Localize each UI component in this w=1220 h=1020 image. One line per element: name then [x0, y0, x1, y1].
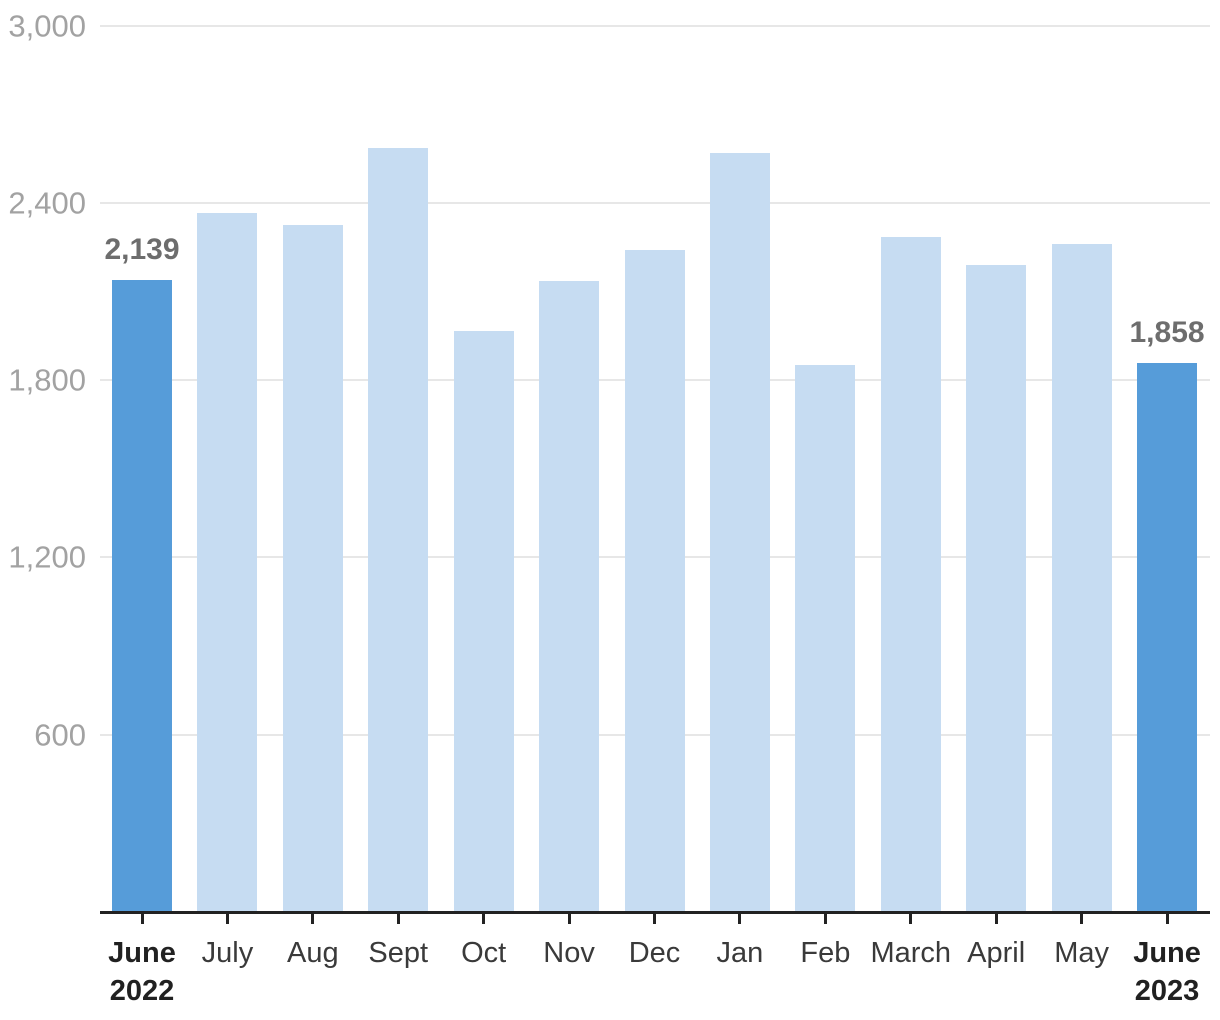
x-axis-tick	[311, 914, 315, 924]
x-axis-label-line: Dec	[628, 937, 681, 969]
x-axis-tick	[396, 914, 400, 924]
x-axis-label-line: Jan	[716, 937, 764, 969]
x-axis-tick	[482, 914, 486, 924]
x-axis-label-line: Oct	[461, 937, 507, 969]
gridline	[100, 201, 1210, 204]
x-axis-label-line: Sept	[368, 937, 429, 969]
x-axis-label-line: March	[870, 937, 952, 969]
x-axis-tick	[909, 914, 913, 924]
x-axis-label: July	[202, 934, 254, 972]
x-axis-line	[100, 911, 1210, 914]
bar-emphasized	[112, 279, 172, 912]
y-axis-tick-label: 1,800	[8, 362, 86, 398]
x-axis-tick	[225, 914, 229, 924]
bar	[197, 213, 258, 912]
y-axis-tick-label: 1,200	[8, 539, 86, 575]
bar-value-label: 1,858	[1129, 315, 1205, 349]
x-axis-label: Nov	[543, 934, 595, 972]
x-axis-tick	[994, 914, 998, 924]
bar	[966, 264, 1027, 912]
x-axis-label: Aug	[287, 934, 339, 972]
x-axis-label: May	[1054, 934, 1109, 972]
bar	[282, 224, 343, 912]
x-axis-label: Oct	[461, 934, 506, 972]
bar	[453, 331, 514, 912]
gridline	[100, 24, 1210, 27]
x-axis-label: June 2023	[1133, 934, 1201, 1010]
x-axis-tick	[653, 914, 657, 924]
x-axis-label-line: May	[1054, 937, 1110, 969]
x-axis-label: March	[870, 934, 951, 972]
bar	[624, 250, 685, 912]
x-axis-label-line: June	[108, 937, 176, 969]
x-axis-label-line: Feb	[800, 937, 851, 969]
x-axis-label-line: Aug	[287, 937, 339, 969]
x-axis-label-line: 2022	[109, 975, 175, 1007]
bar	[795, 365, 856, 912]
x-axis-label: April	[967, 934, 1025, 972]
bar	[880, 236, 941, 912]
x-axis-label-line: April	[967, 937, 1026, 969]
x-axis-label-line: Nov	[543, 937, 595, 969]
bar	[368, 148, 429, 912]
x-axis-tick	[1165, 914, 1169, 924]
x-axis-tick	[1080, 914, 1084, 924]
x-axis-label: Sept	[368, 934, 428, 972]
x-axis-tick	[140, 914, 144, 924]
x-axis-tick	[738, 914, 742, 924]
x-axis-tick	[567, 914, 571, 924]
x-axis-tick	[823, 914, 827, 924]
x-axis-label-line: 2023	[1134, 975, 1200, 1007]
y-axis-tick-label: 600	[34, 717, 86, 753]
x-axis-label: Dec	[629, 934, 681, 972]
bar-emphasized	[1137, 362, 1198, 912]
y-axis-tick-label: 2,400	[8, 185, 86, 221]
x-axis-label-line: June	[1133, 937, 1201, 969]
x-axis-label: June 2022	[108, 934, 176, 1010]
bar	[539, 281, 600, 912]
x-axis-label: Feb	[800, 934, 850, 972]
bar	[1051, 244, 1112, 912]
bar-value-label: 2,139	[104, 232, 180, 266]
bar	[709, 152, 770, 912]
x-axis-label: Jan	[717, 934, 764, 972]
x-axis-label-line: July	[201, 937, 254, 969]
y-axis-tick-label: 3,000	[8, 8, 86, 43]
